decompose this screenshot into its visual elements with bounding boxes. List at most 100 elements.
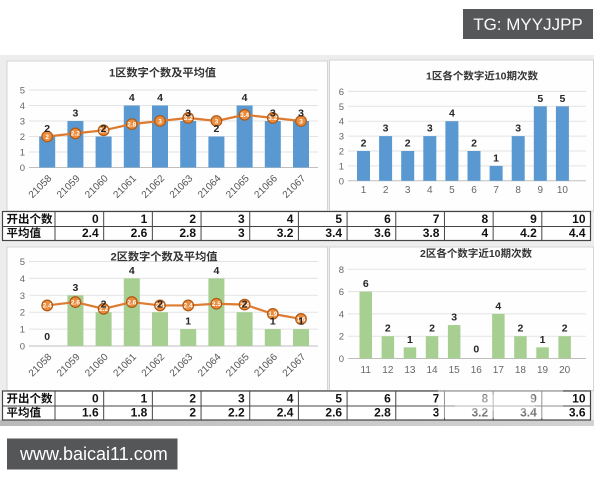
svg-text:2: 2 <box>339 332 344 343</box>
svg-text:0: 0 <box>20 342 25 353</box>
svg-text:1: 1 <box>141 392 148 406</box>
svg-text:7: 7 <box>433 212 440 226</box>
svg-text:2: 2 <box>213 123 219 135</box>
svg-text:2: 2 <box>189 406 196 420</box>
svg-text:2: 2 <box>189 212 196 226</box>
svg-text:2.6: 2.6 <box>127 299 136 306</box>
svg-text:1: 1 <box>540 334 546 346</box>
svg-text:10: 10 <box>572 212 586 226</box>
svg-text:0: 0 <box>339 354 344 365</box>
svg-text:www.baicai11.com: www.baicai11.com <box>19 444 168 464</box>
svg-text:5: 5 <box>335 392 342 406</box>
svg-text:3.4: 3.4 <box>240 112 249 119</box>
svg-text:0: 0 <box>20 163 25 174</box>
svg-text:8: 8 <box>339 265 344 276</box>
svg-text:1: 1 <box>185 316 191 328</box>
svg-text:3: 3 <box>72 282 78 294</box>
svg-text:0: 0 <box>92 212 99 226</box>
svg-text:4.4: 4.4 <box>569 226 586 240</box>
svg-text:6: 6 <box>339 87 344 98</box>
svg-text:2.8: 2.8 <box>179 226 196 240</box>
svg-text:1: 1 <box>109 68 115 80</box>
svg-text:4: 4 <box>481 226 488 240</box>
svg-text:2: 2 <box>242 299 248 311</box>
svg-text:2.8: 2.8 <box>127 121 136 128</box>
svg-text:3: 3 <box>20 291 25 302</box>
svg-text:3: 3 <box>270 108 276 120</box>
svg-text:8: 8 <box>481 392 488 406</box>
svg-text:2: 2 <box>383 185 389 196</box>
svg-text:5: 5 <box>20 86 25 97</box>
svg-text:2.4: 2.4 <box>155 303 164 310</box>
svg-text:10: 10 <box>495 71 507 83</box>
svg-text:8: 8 <box>481 212 488 226</box>
svg-text:6: 6 <box>471 185 477 196</box>
svg-text:2.5: 2.5 <box>212 301 221 308</box>
svg-text:5: 5 <box>449 185 455 196</box>
svg-text:10: 10 <box>572 392 586 406</box>
svg-text:6: 6 <box>363 278 369 290</box>
svg-text:3: 3 <box>72 108 78 120</box>
svg-text:2: 2 <box>44 123 50 135</box>
svg-text:9: 9 <box>538 185 544 196</box>
svg-text:1.6: 1.6 <box>82 406 99 420</box>
svg-text:2.2: 2.2 <box>99 306 108 313</box>
svg-text:19: 19 <box>537 365 549 376</box>
svg-text:3: 3 <box>405 185 411 196</box>
svg-text:4: 4 <box>339 309 344 320</box>
svg-text:1: 1 <box>270 316 276 328</box>
svg-text:3: 3 <box>238 392 245 406</box>
svg-text:3: 3 <box>427 123 433 135</box>
svg-text:3: 3 <box>383 123 389 135</box>
svg-text:4: 4 <box>449 108 455 120</box>
svg-text:2: 2 <box>405 138 411 150</box>
svg-text:2: 2 <box>420 248 426 260</box>
svg-text:3.6: 3.6 <box>374 226 391 240</box>
svg-text:3: 3 <box>158 118 162 125</box>
svg-text:4: 4 <box>129 265 135 277</box>
svg-text:2.6: 2.6 <box>71 299 80 306</box>
svg-text:5: 5 <box>537 93 543 105</box>
svg-text:1: 1 <box>298 316 304 328</box>
svg-text:2.2: 2.2 <box>71 131 80 138</box>
svg-text:5: 5 <box>20 257 25 268</box>
svg-text:2: 2 <box>385 323 391 335</box>
svg-text:10: 10 <box>489 248 501 260</box>
svg-text:2.8: 2.8 <box>374 406 391 420</box>
svg-text:11: 11 <box>361 365 372 376</box>
svg-text:1.9: 1.9 <box>268 311 277 318</box>
svg-text:14: 14 <box>426 365 438 376</box>
svg-text:1: 1 <box>141 212 148 226</box>
svg-text:10: 10 <box>557 185 569 196</box>
svg-text:2.4: 2.4 <box>240 302 249 309</box>
svg-text:4: 4 <box>20 101 25 112</box>
svg-text:2: 2 <box>20 132 25 143</box>
svg-text:2.4: 2.4 <box>82 226 99 240</box>
svg-text:2: 2 <box>339 147 344 158</box>
svg-text:3: 3 <box>20 117 25 128</box>
svg-text:5: 5 <box>335 212 342 226</box>
svg-text:1: 1 <box>361 185 367 196</box>
svg-text:9: 9 <box>530 392 537 406</box>
svg-text:3.8: 3.8 <box>423 226 440 240</box>
svg-text:2: 2 <box>157 299 163 311</box>
svg-text:3.2: 3.2 <box>471 406 488 420</box>
svg-text:2.2: 2.2 <box>228 406 245 420</box>
svg-text:2: 2 <box>101 299 107 311</box>
svg-text:4: 4 <box>213 265 219 277</box>
svg-text:4: 4 <box>129 92 135 104</box>
svg-text:2: 2 <box>189 392 196 406</box>
svg-text:0: 0 <box>92 392 99 406</box>
svg-text:3: 3 <box>515 123 521 135</box>
svg-text:4: 4 <box>20 274 25 285</box>
svg-text:4: 4 <box>157 92 163 104</box>
svg-text:3.4: 3.4 <box>325 226 342 240</box>
svg-text:2: 2 <box>20 308 25 319</box>
svg-text:1: 1 <box>339 161 344 172</box>
svg-text:3.2: 3.2 <box>184 115 193 122</box>
svg-text:2.4: 2.4 <box>277 406 294 420</box>
svg-text:7: 7 <box>433 392 440 406</box>
svg-text:3: 3 <box>451 312 457 324</box>
svg-text:16: 16 <box>471 365 483 376</box>
svg-text:1: 1 <box>20 325 25 336</box>
